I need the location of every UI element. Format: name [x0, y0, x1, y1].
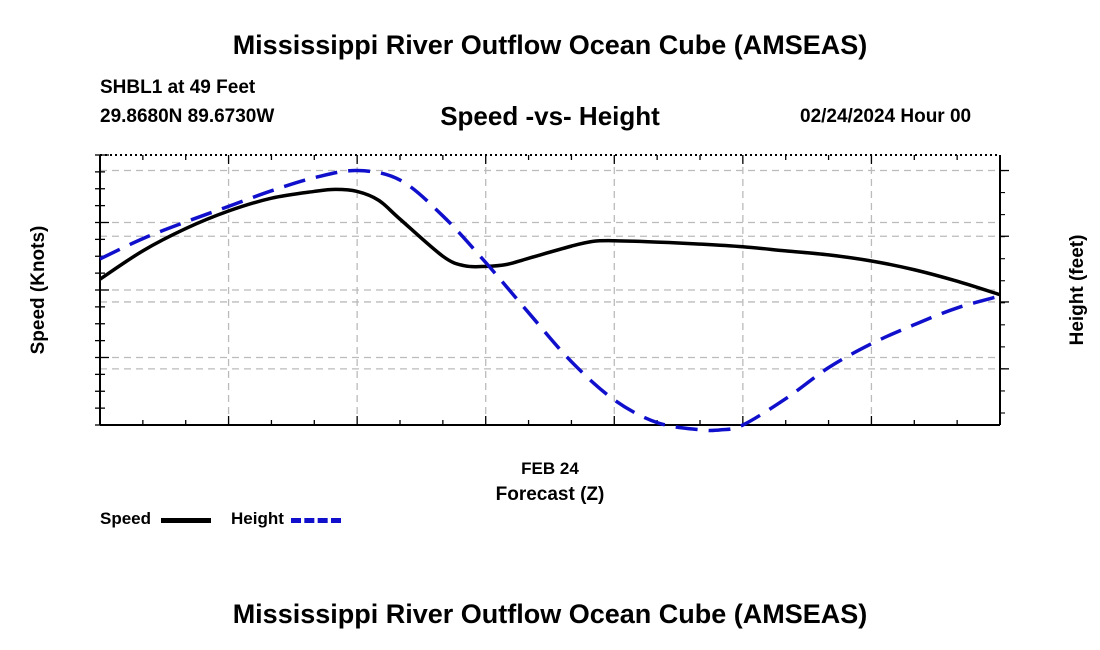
- y-axis-left-title: Speed (Knots): [28, 226, 49, 355]
- labels-layer: FEB 24 Forecast (Z) Speed (Knots) Height…: [28, 226, 1088, 505]
- y-axis-right-title: Height (feet): [1067, 235, 1088, 346]
- series-line-speed: [99, 187, 1001, 297]
- x-axis-title: Forecast (Z): [496, 484, 605, 505]
- legend-height-label: Height: [231, 509, 284, 528]
- x-axis-date-label: FEB 24: [521, 459, 579, 478]
- chart-subtitle: Speed -vs- Height: [440, 101, 660, 131]
- forecast-timestamp: 02/24/2024 Hour 00: [800, 106, 972, 127]
- grid-layer: [100, 155, 1000, 425]
- legend-speed-label: Speed: [100, 509, 152, 528]
- station-label: SHBL1 at 49 Feet: [100, 77, 256, 98]
- series-line-height: [99, 168, 1001, 433]
- axes-layer: [95, 154, 1009, 426]
- footer-title: Mississippi River Outflow Ocean Cube (AM…: [232, 599, 868, 629]
- legend-height-swatch: [291, 518, 341, 523]
- legend-speed-swatch: [161, 518, 211, 523]
- series-layer: [99, 168, 1001, 433]
- chart-title: Mississippi River Outflow Ocean Cube (AM…: [232, 30, 868, 60]
- coordinates-label: 29.8680N 89.6730W: [100, 106, 275, 127]
